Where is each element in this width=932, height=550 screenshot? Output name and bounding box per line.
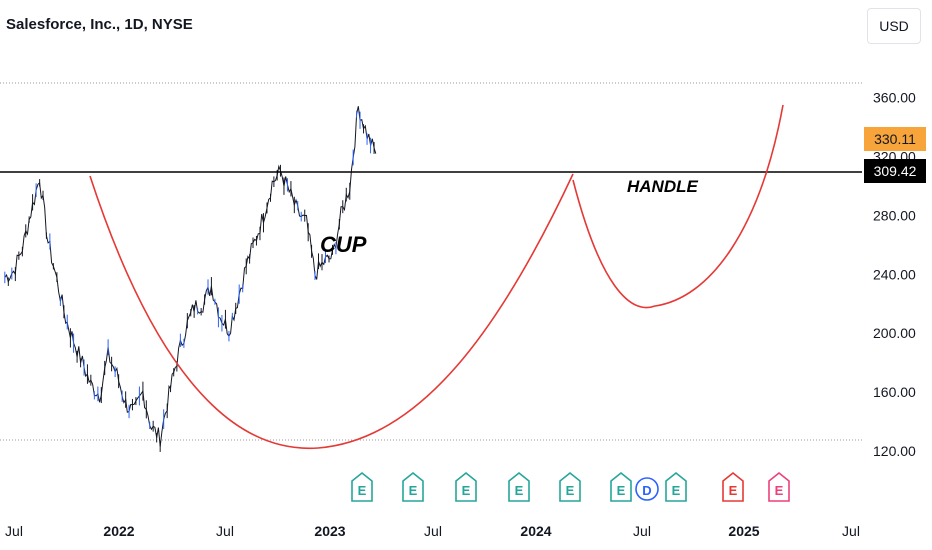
cup-curve[interactable] — [89, 173, 574, 450]
chart-title: Salesforce, Inc., 1D, NYSE — [6, 16, 193, 33]
earnings-marker[interactable]: E — [508, 471, 530, 502]
dividend-marker[interactable]: D — [635, 477, 659, 501]
price-series — [4, 106, 377, 452]
event-marker-label: E — [409, 483, 418, 498]
price-tick-label: 160.00 — [873, 384, 916, 400]
resistance-value: 309.42 — [874, 163, 917, 179]
event-marker-label: E — [462, 483, 471, 498]
event-marker-label: E — [775, 483, 784, 498]
event-marker-label: D — [642, 483, 651, 498]
price-tick-label: 280.00 — [873, 207, 916, 223]
price-line — [4, 106, 377, 447]
handle-label: HANDLE — [627, 177, 698, 196]
last-price-value: 330.11 — [874, 131, 916, 147]
price-tick-label: 120.00 — [873, 443, 916, 459]
price-tick-label: 360.00 — [873, 90, 916, 106]
earnings-marker[interactable]: E — [402, 471, 424, 502]
event-marker-label: E — [729, 483, 738, 498]
price-tick-label: 200.00 — [873, 325, 916, 341]
cup-label: CUP — [320, 232, 367, 257]
earnings-marker[interactable]: E — [722, 471, 744, 502]
price-tick-label: 240.00 — [873, 266, 916, 282]
event-marker-label: E — [358, 483, 367, 498]
time-tick-label: 2025 — [728, 523, 759, 539]
event-marker-label: E — [617, 483, 626, 498]
time-tick-label: Jul — [633, 523, 651, 539]
time-tick-label: Jul — [424, 523, 442, 539]
earnings-marker[interactable]: E — [351, 471, 373, 502]
time-axis: Jul 2022 Jul 2023 Jul 2024 Jul 2025 Jul — [5, 523, 860, 539]
earnings-marker[interactable]: E — [665, 471, 687, 502]
time-tick-label: Jul — [842, 523, 860, 539]
event-marker-label: E — [566, 483, 575, 498]
event-marker-label: E — [672, 483, 681, 498]
earnings-marker[interactable]: E — [768, 471, 790, 502]
time-tick-label: Jul — [5, 523, 23, 539]
time-tick-label: 2024 — [520, 523, 551, 539]
earnings-marker[interactable]: E — [455, 471, 477, 502]
time-tick-label: 2023 — [314, 523, 345, 539]
event-marker-label: E — [515, 483, 524, 498]
earnings-marker[interactable]: E — [559, 471, 581, 502]
last-price-badge — [864, 127, 926, 151]
resistance-badge — [864, 159, 926, 183]
earnings-marker[interactable]: E — [610, 471, 632, 502]
time-tick-label: 2022 — [103, 523, 134, 539]
time-tick-label: Jul — [216, 523, 234, 539]
currency-button[interactable]: USD — [867, 8, 921, 44]
handle-curve[interactable] — [572, 104, 784, 309]
